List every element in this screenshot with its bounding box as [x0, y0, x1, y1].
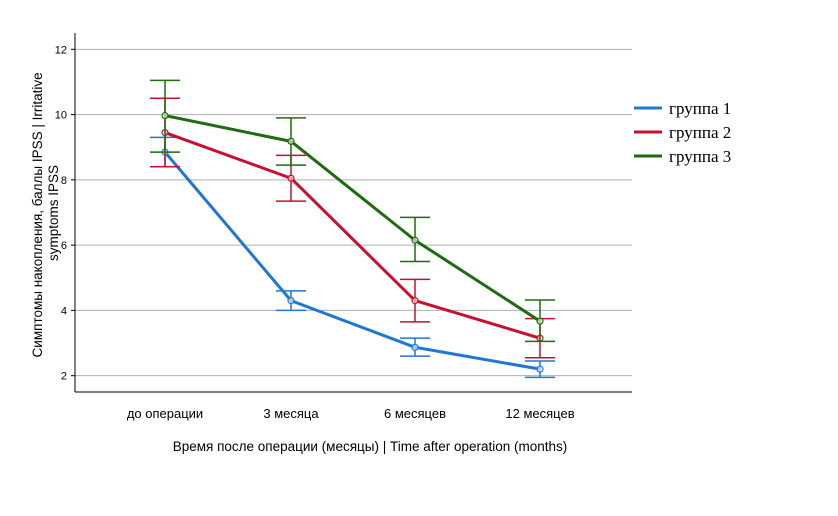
y-axis-title-line-2: symptoms IPSS: [46, 165, 61, 261]
data-point: [161, 111, 169, 120]
data-point: [287, 174, 295, 182]
y-tick-labels: 2 4 6 8 10 12: [55, 44, 75, 383]
y-axis-title: Симптомы накопления, баллы IPSS | Irrita…: [30, 69, 61, 358]
series-2: [150, 97, 555, 359]
legend-item: группа 2: [634, 123, 731, 142]
y-tick-label: 6: [61, 240, 67, 252]
legend-label: группа 2: [669, 123, 731, 142]
y-axis-title-line-1: Симптомы накопления, баллы IPSS | Irrita…: [30, 72, 45, 357]
y-tick-label: 10: [55, 110, 67, 122]
y-tick-label: 8: [61, 175, 67, 187]
x-category-labels: до операции 3 месяца 6 месяцев 12 месяцев: [127, 406, 575, 421]
legend-item: группа 1: [634, 99, 731, 118]
legend-label: группа 3: [669, 147, 731, 166]
data-point: [287, 297, 295, 305]
series-layer: [150, 79, 555, 379]
data-point: [536, 317, 544, 325]
data-point: [411, 343, 419, 351]
x-category-label: 3 месяца: [263, 406, 319, 421]
data-point: [411, 236, 419, 244]
legend: группа 1 группа 2 группа 3: [634, 99, 731, 166]
legend-label: группа 1: [669, 99, 731, 118]
series-line: [164, 114, 541, 323]
data-point: [287, 137, 295, 145]
data-point: [536, 365, 544, 373]
y-tick-label: 12: [55, 44, 67, 56]
legend-item: группа 3: [634, 147, 731, 166]
data-point: [411, 297, 419, 305]
x-category-label: 6 месяцев: [384, 406, 446, 421]
series-3: [150, 79, 555, 343]
x-category-label: 12 месяцев: [505, 406, 574, 421]
x-axis-title: Время после операции (месяцы) | Time aft…: [173, 439, 568, 454]
y-tick-label: 2: [61, 371, 67, 383]
series-line: [164, 131, 541, 340]
series-1: [150, 136, 555, 379]
series-line: [163, 151, 541, 371]
x-category-label: до операции: [127, 406, 203, 421]
y-tick-label: 4: [61, 305, 67, 317]
